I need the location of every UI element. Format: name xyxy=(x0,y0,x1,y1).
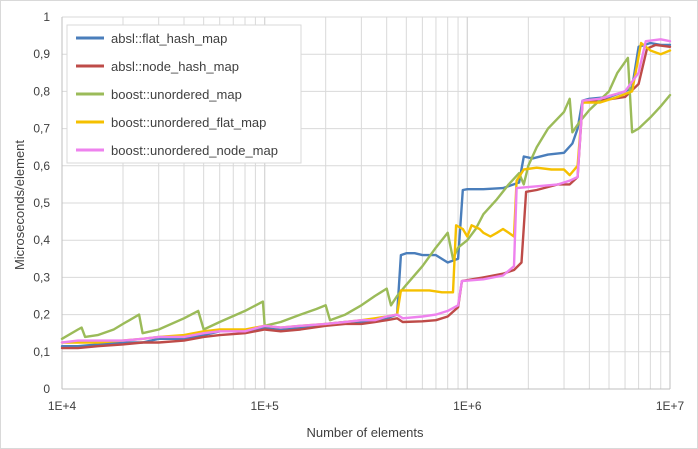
legend-label: boost::unordered_map xyxy=(111,87,242,102)
legend-label: absl::node_hash_map xyxy=(111,59,239,74)
axes xyxy=(61,17,670,390)
y-tick-label: 0,2 xyxy=(33,308,50,322)
y-tick-label: 0,9 xyxy=(33,47,50,61)
x-axis-title: Number of elements xyxy=(306,425,424,440)
legend-label: boost::unordered_node_map xyxy=(111,143,278,158)
legend-label: absl::flat_hash_map xyxy=(111,31,227,46)
legend-label: boost::unordered_flat_map xyxy=(111,115,266,130)
legend: absl::flat_hash_mapabsl::node_hash_mapbo… xyxy=(66,24,302,164)
y-tick-label: 0,1 xyxy=(33,345,50,359)
y-tick-label: 0,7 xyxy=(33,122,50,136)
y-tick-label: 0,4 xyxy=(33,233,50,247)
y-axis-title: Microseconds/element xyxy=(12,140,27,270)
y-tick-label: 0,3 xyxy=(33,270,50,284)
x-tick-label: 1E+4 xyxy=(48,399,77,413)
series-line-2 xyxy=(60,56,672,340)
y-tick-label: 1 xyxy=(43,10,50,24)
x-tick-label: 1E+7 xyxy=(656,399,685,413)
series-line-3 xyxy=(60,41,672,344)
series-lines xyxy=(60,38,672,350)
series-line-4 xyxy=(60,38,672,344)
x-tick-label: 1E+5 xyxy=(250,399,279,413)
y-tick-label: 0,8 xyxy=(33,84,50,98)
y-tick-label: 0 xyxy=(43,382,50,396)
y-tick-label: 0,6 xyxy=(33,159,50,173)
x-tick-label: 1E+6 xyxy=(453,399,482,413)
legend-box xyxy=(66,24,302,164)
tick-labels: 0 0,1 0,2 0,3 0,4 0,5 0,6 0,7 0,8 0,9 1 1E+4 1E+5 1E+… xyxy=(33,10,684,413)
y-tick-label: 0,5 xyxy=(33,196,50,210)
